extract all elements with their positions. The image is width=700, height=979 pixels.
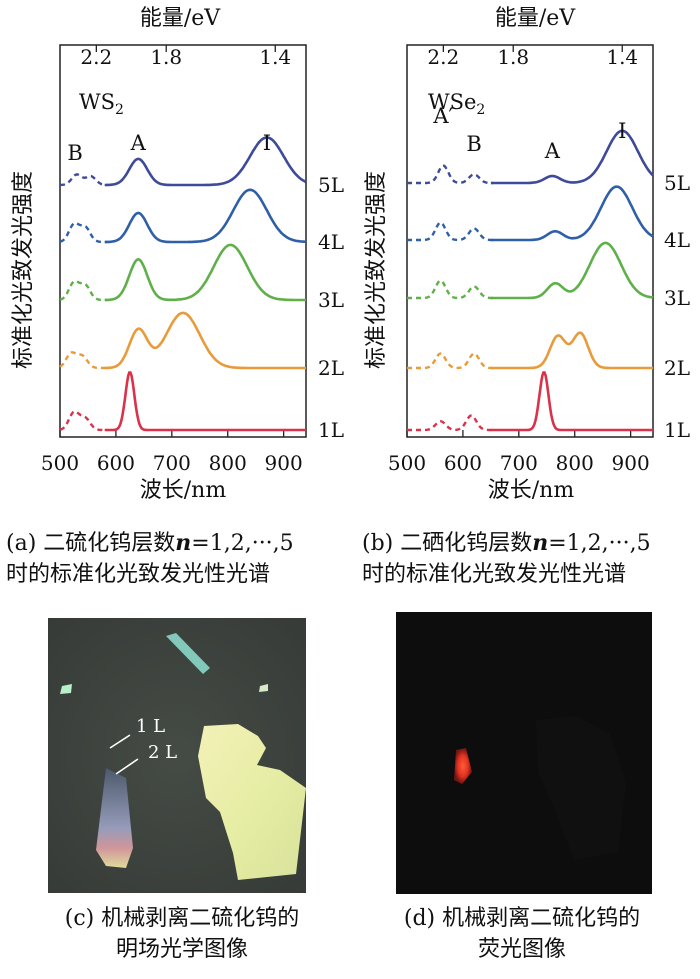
top-tick-label: 1.8: [497, 45, 529, 69]
x-tick-label: 800: [556, 451, 594, 475]
caption-a: (a) 二硫化钨层数n=1,2,···,5 时的标准化光致发光性光谱: [6, 528, 294, 590]
peak-label: I: [263, 131, 271, 155]
panel-a: 能量/eV WS2 波长/nm 5L 4L 3L 2L 1L 500 600 700 800 9…: [41, 6, 344, 503]
layer-label: 4L: [318, 230, 344, 254]
top-tick-label: 2.2: [427, 45, 459, 69]
layer-label: 4L: [664, 228, 690, 252]
bright-field-drawing: 1 L 2 L: [48, 618, 306, 893]
caption-d: (d) 机械剥离二硫化钨的 荧光图像: [372, 903, 672, 965]
flake-thick: [198, 724, 306, 880]
fluorescence-drawing: [396, 612, 652, 894]
curve-dashed: [407, 414, 494, 432]
peak-label: I: [618, 119, 626, 143]
curve-dashed: [59, 221, 107, 244]
curve-solid: [490, 371, 653, 432]
caption-b-line2: 时的标准化光致发光性光谱: [362, 562, 627, 587]
flake-small-left: [60, 684, 72, 694]
x-tick-label: 700: [500, 451, 538, 475]
caption-c-line2: 明场光学图像: [115, 937, 248, 962]
y-axis-label-b: 标准化光致发光强度: [364, 171, 389, 369]
caption-d-line2: 荧光图像: [477, 937, 566, 962]
layer-label: 1L: [664, 418, 690, 442]
x-tick-label: 900: [612, 451, 650, 475]
x-tick-label: 800: [209, 451, 247, 475]
peak-label: A: [544, 139, 561, 163]
top-axis-label-a: 能量/eV: [140, 6, 221, 31]
caption-a-line2: 时的标准化光致发光性光谱: [6, 562, 271, 587]
bright-field-image: 1 L 2 L: [48, 618, 306, 893]
top-tick-label: 1.4: [259, 45, 291, 69]
x-tick-label: 700: [153, 451, 191, 475]
x-tick-label: 600: [97, 451, 135, 475]
layer-label: 5L: [318, 173, 344, 197]
curve-dashed: [407, 221, 494, 242]
x-axis-label-b: 波长/nm: [488, 478, 575, 503]
ticks-a: 500 600 700 800 900 2.2 1.8 1.4: [41, 45, 303, 475]
peak-label: A′: [432, 104, 453, 128]
caption-c: (c) 机械剥离二硫化钨的 明场光学图像: [32, 903, 332, 965]
peak-label: B: [67, 141, 82, 165]
caption-a-line1: (a) 二硫化钨层数n=1,2,···,5: [6, 530, 294, 556]
curve-dashed: [59, 410, 107, 432]
flake-top: [166, 633, 210, 674]
fluorescent-flake: [454, 748, 472, 784]
ticks-b: 500 600 700 800 900 2.2 1.8 1.4: [388, 45, 650, 475]
dark-flake: [536, 716, 626, 860]
caption-c-line1: (c) 机械剥离二硫化钨的: [64, 906, 300, 931]
layer-label: 2L: [318, 356, 344, 380]
curve-dashed: [59, 279, 107, 302]
layer-label: 5L: [664, 171, 690, 195]
curves-b: [407, 129, 654, 432]
curves-a: [59, 136, 307, 432]
curve-dashed: [407, 352, 494, 370]
layer-labels-a: 5L 4L 3L 2L 1L: [318, 173, 344, 442]
peak-label: A: [130, 131, 147, 155]
label-1l: 1 L: [136, 716, 165, 737]
curve-solid: [490, 129, 654, 185]
flake-small-right: [259, 684, 268, 692]
curve-solid: [490, 185, 654, 242]
caption-b: (b) 二硒化钨层数n=1,2,···,5 时的标准化光致发光性光谱: [362, 528, 651, 590]
curve-solid: [490, 331, 653, 370]
curve-dashed: [59, 173, 108, 187]
curve-solid: [104, 136, 307, 187]
label-2l: 2 L: [148, 742, 177, 763]
curve-dashed: [407, 279, 494, 300]
layer-label: 3L: [664, 286, 690, 310]
x-tick-label: 500: [388, 451, 426, 475]
material-label-a: WS2: [79, 90, 124, 118]
layer-label: 2L: [664, 356, 690, 380]
material-label-b: WSe2: [428, 90, 485, 118]
layer-labels-b: 5L 4L 3L 2L 1L: [664, 171, 690, 442]
y-axis-label-a: 标准化光致发光强度: [11, 171, 36, 369]
fluorescence-image: [396, 612, 652, 894]
x-axis-label-a: 波长/nm: [140, 478, 227, 503]
peak-label: B: [466, 132, 481, 156]
curve-dashed: [59, 351, 107, 370]
peak-labels-b: A′ B A I: [432, 104, 626, 163]
curve-dashed: [407, 164, 494, 185]
x-tick-label: 500: [41, 451, 79, 475]
caption-b-line1: (b) 二硒化钨层数n=1,2,···,5: [362, 530, 651, 556]
caption-d-line1: (d) 机械剥离二硫化钨的: [403, 906, 641, 931]
top-tick-label: 1.4: [606, 45, 638, 69]
top-tick-label: 1.8: [150, 45, 182, 69]
flake-thin: [96, 768, 133, 868]
pl-spectra-figure: 能量/eV WS2 波长/nm 5L 4L 3L 2L 1L 500 600 700 800 9…: [11, 6, 690, 503]
panel-b: 能量/eV WSe2 波长/nm 5L 4L 3L 2L 1L 500 600 700 800…: [388, 6, 690, 503]
top-tick-label: 2.2: [80, 45, 112, 69]
curve-solid: [104, 188, 307, 244]
x-tick-label: 900: [265, 451, 303, 475]
x-tick-label: 600: [444, 451, 482, 475]
curve-solid: [104, 371, 306, 432]
top-axis-label-b: 能量/eV: [495, 6, 576, 31]
curve-solid: [104, 311, 306, 370]
curve-solid: [104, 243, 306, 302]
layer-label: 1L: [318, 418, 344, 442]
layer-label: 3L: [318, 288, 344, 312]
curve-solid: [490, 241, 654, 300]
